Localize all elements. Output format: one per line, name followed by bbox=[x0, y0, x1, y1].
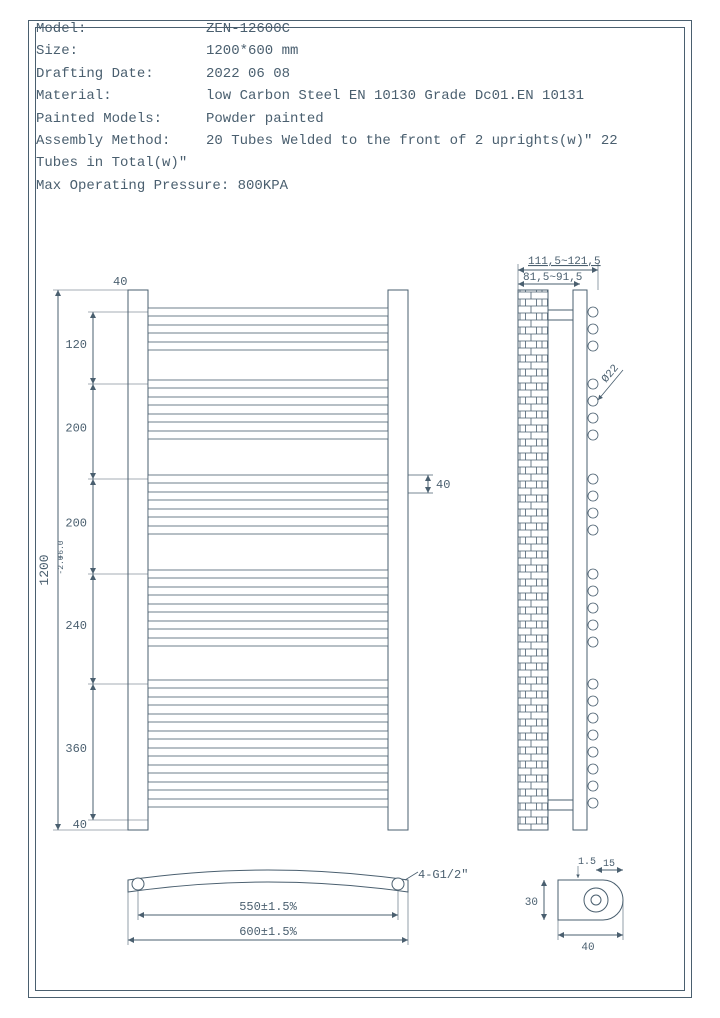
front-view: 1200 +6.0 -2.0 12020020024036040 40 40 bbox=[37, 275, 450, 832]
dim-diam: Ø22 bbox=[600, 363, 622, 386]
svg-text:200: 200 bbox=[65, 422, 87, 436]
dim-side2: 81,5~91,5 bbox=[523, 272, 582, 284]
dim-pitch40: 40 bbox=[436, 478, 450, 492]
svg-text:-2.0: -2.0 bbox=[57, 555, 66, 574]
bottom-view: 4-G1/2" 550±1.5% 600±1.5% bbox=[128, 868, 468, 945]
size-label: Size: bbox=[36, 40, 206, 62]
svg-text:120: 120 bbox=[65, 338, 87, 352]
pressure: Max Operating Pressure: 800KPA bbox=[36, 178, 288, 194]
detail-view: 40 30 15 1.5 bbox=[525, 857, 623, 954]
material-label: Material: bbox=[36, 85, 206, 107]
svg-text:200: 200 bbox=[65, 517, 87, 531]
painted-value: Powder painted bbox=[206, 108, 324, 130]
dim-side1: 111,5~121,5 bbox=[528, 256, 601, 268]
size-value: 1200*600 mm bbox=[206, 40, 298, 62]
svg-text:40: 40 bbox=[73, 818, 87, 832]
date-label: Drafting Date: bbox=[36, 63, 206, 85]
side-view: 111,5~121,5 81,5~91,5 Ø22 bbox=[518, 256, 623, 830]
material-value: low Carbon Steel EN 10130 Grade Dc01.EN … bbox=[206, 85, 584, 107]
dim-d30: 30 bbox=[525, 897, 538, 909]
technical-drawing: 1200 +6.0 -2.0 12020020024036040 40 40 1… bbox=[8, 250, 648, 990]
diagram-area: 1200 +6.0 -2.0 12020020024036040 40 40 1… bbox=[8, 250, 712, 1010]
model-value: ZEN-12600C bbox=[206, 18, 290, 40]
dim-top40: 40 bbox=[113, 275, 127, 289]
dim-1200: 1200 bbox=[37, 554, 52, 585]
model-label: Model: bbox=[36, 18, 206, 40]
svg-text:360: 360 bbox=[65, 742, 87, 756]
assembly-label: Assembly Method: bbox=[36, 130, 206, 152]
assembly-cont: Tubes in Total(w)" bbox=[36, 155, 187, 171]
dim-600: 600±1.5% bbox=[239, 925, 297, 939]
dim-thread: 4-G1/2" bbox=[418, 868, 468, 882]
svg-text:240: 240 bbox=[65, 619, 87, 633]
painted-label: Painted Models: bbox=[36, 108, 206, 130]
date-value: 2022 06 08 bbox=[206, 63, 290, 85]
assembly-value: 20 Tubes Welded to the front of 2 uprigh… bbox=[206, 130, 618, 152]
dim-d15: 15 bbox=[603, 859, 615, 870]
dim-d15b: 1.5 bbox=[578, 857, 596, 868]
dim-550: 550±1.5% bbox=[239, 900, 297, 914]
dim-d40: 40 bbox=[581, 942, 594, 954]
spec-block: Model: ZEN-12600C Size: 1200*600 mm Draf… bbox=[36, 18, 684, 197]
